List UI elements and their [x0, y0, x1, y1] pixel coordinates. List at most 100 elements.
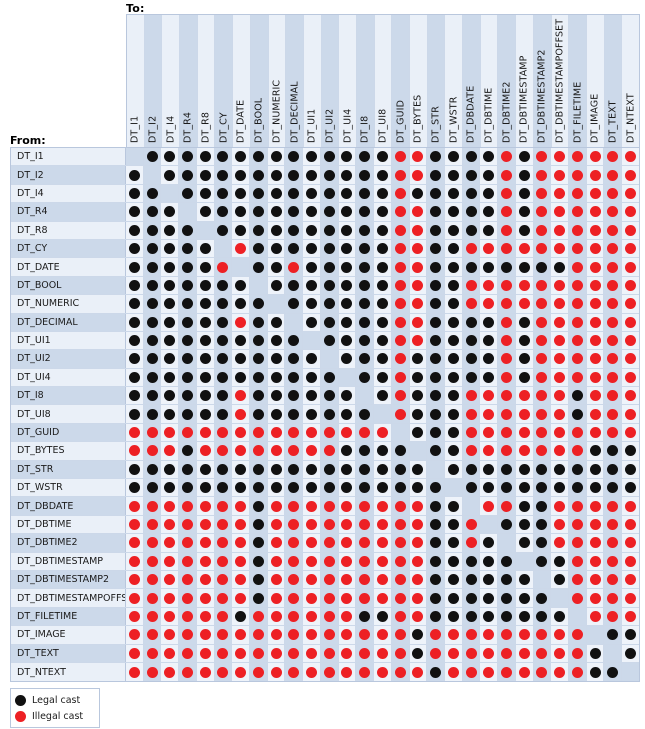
cell-illegal-cast[interactable] [568, 313, 587, 331]
cell-illegal-cast[interactable] [622, 607, 639, 626]
cell-illegal-cast[interactable] [533, 405, 552, 423]
cell-illegal-cast[interactable] [604, 203, 623, 221]
cell-legal-cast[interactable] [126, 479, 144, 497]
cell-illegal-cast[interactable] [232, 570, 251, 589]
cell-same-type[interactable] [143, 166, 162, 184]
cell-illegal-cast[interactable] [586, 221, 605, 239]
row-header-dt-dbdate[interactable]: DT_DBDATE [11, 497, 126, 515]
cell-legal-cast[interactable] [498, 258, 516, 276]
cell-illegal-cast[interactable] [267, 497, 286, 515]
cell-legal-cast[interactable] [498, 460, 516, 479]
cell-illegal-cast[interactable] [303, 662, 321, 682]
cell-illegal-cast[interactable] [622, 350, 639, 368]
cell-legal-cast[interactable] [143, 258, 162, 276]
cell-illegal-cast[interactable] [568, 662, 587, 682]
cell-illegal-cast[interactable] [303, 534, 321, 552]
cell-illegal-cast[interactable] [622, 331, 639, 350]
cell-legal-cast[interactable] [356, 331, 375, 350]
cell-legal-cast[interactable] [356, 258, 375, 276]
cell-legal-cast[interactable] [143, 239, 162, 258]
cell-legal-cast[interactable] [126, 350, 144, 368]
cell-illegal-cast[interactable] [250, 607, 268, 626]
cell-legal-cast[interactable] [285, 276, 304, 295]
cell-illegal-cast[interactable] [374, 515, 392, 534]
cell-legal-cast[interactable] [374, 350, 392, 368]
cell-legal-cast[interactable] [232, 221, 251, 239]
cell-legal-cast[interactable] [409, 387, 428, 405]
cell-illegal-cast[interactable] [551, 350, 569, 368]
cell-illegal-cast[interactable] [320, 442, 339, 460]
cell-legal-cast[interactable] [250, 295, 268, 313]
cell-same-type[interactable] [214, 239, 233, 258]
cell-legal-cast[interactable] [515, 184, 534, 203]
cell-legal-cast[interactable] [444, 552, 463, 570]
cell-illegal-cast[interactable] [338, 607, 357, 626]
cell-legal-cast[interactable] [196, 350, 215, 368]
cell-legal-cast[interactable] [303, 166, 321, 184]
cell-legal-cast[interactable] [232, 203, 251, 221]
row-header-dt-date[interactable]: DT_DATE [11, 258, 126, 276]
cell-legal-cast[interactable] [444, 313, 463, 331]
cell-illegal-cast[interactable] [161, 497, 180, 515]
cell-legal-cast[interactable] [267, 350, 286, 368]
cell-illegal-cast[interactable] [586, 184, 605, 203]
row-header-dt-decimal[interactable]: DT_DECIMAL [11, 313, 126, 331]
cell-legal-cast[interactable] [533, 589, 552, 607]
column-header-dt-i1[interactable]: DT_I1 [127, 15, 145, 147]
cell-legal-cast[interactable] [232, 166, 251, 184]
cell-legal-cast[interactable] [250, 258, 268, 276]
cell-illegal-cast[interactable] [604, 258, 623, 276]
cell-legal-cast[interactable] [427, 203, 445, 221]
cell-illegal-cast[interactable] [568, 552, 587, 570]
cell-legal-cast[interactable] [250, 313, 268, 331]
cell-legal-cast[interactable] [303, 221, 321, 239]
cell-legal-cast[interactable] [303, 405, 321, 423]
cell-legal-cast[interactable] [462, 221, 481, 239]
cell-illegal-cast[interactable] [161, 515, 180, 534]
cell-illegal-cast[interactable] [604, 221, 623, 239]
cell-legal-cast[interactable] [143, 405, 162, 423]
cell-illegal-cast[interactable] [126, 607, 144, 626]
cell-legal-cast[interactable] [374, 313, 392, 331]
cell-legal-cast[interactable] [374, 148, 392, 166]
cell-legal-cast[interactable] [444, 203, 463, 221]
cell-legal-cast[interactable] [285, 221, 304, 239]
cell-illegal-cast[interactable] [586, 258, 605, 276]
cell-legal-cast[interactable] [356, 203, 375, 221]
cell-legal-cast[interactable] [250, 479, 268, 497]
cell-illegal-cast[interactable] [498, 276, 516, 295]
cell-illegal-cast[interactable] [586, 166, 605, 184]
cell-legal-cast[interactable] [409, 626, 428, 644]
cell-legal-cast[interactable] [303, 387, 321, 405]
cell-legal-cast[interactable] [374, 295, 392, 313]
cell-illegal-cast[interactable] [568, 148, 587, 166]
column-header-dt-image[interactable]: DT_IMAGE [586, 15, 605, 147]
cell-illegal-cast[interactable] [161, 644, 180, 662]
cell-legal-cast[interactable] [250, 497, 268, 515]
cell-legal-cast[interactable] [427, 515, 445, 534]
row-header-dt-text[interactable]: DT_TEXT [11, 644, 126, 662]
cell-illegal-cast[interactable] [533, 662, 552, 682]
cell-legal-cast[interactable] [338, 442, 357, 460]
cell-legal-cast[interactable] [391, 479, 410, 497]
cell-illegal-cast[interactable] [515, 626, 534, 644]
row-header-dt-ntext[interactable]: DT_NTEXT [11, 662, 126, 682]
cell-illegal-cast[interactable] [604, 368, 623, 387]
cell-legal-cast[interactable] [444, 387, 463, 405]
cell-legal-cast[interactable] [356, 184, 375, 203]
cell-legal-cast[interactable] [196, 239, 215, 258]
cell-illegal-cast[interactable] [214, 442, 233, 460]
cell-illegal-cast[interactable] [604, 148, 623, 166]
cell-legal-cast[interactable] [551, 552, 569, 570]
cell-legal-cast[interactable] [161, 460, 180, 479]
cell-legal-cast[interactable] [374, 368, 392, 387]
cell-illegal-cast[interactable] [161, 662, 180, 682]
cell-illegal-cast[interactable] [568, 534, 587, 552]
cell-illegal-cast[interactable] [462, 276, 481, 295]
cell-legal-cast[interactable] [250, 239, 268, 258]
cell-legal-cast[interactable] [250, 589, 268, 607]
cell-illegal-cast[interactable] [586, 570, 605, 589]
row-header-dt-bytes[interactable]: DT_BYTES [11, 442, 126, 460]
cell-illegal-cast[interactable] [126, 662, 144, 682]
cell-same-type[interactable] [250, 276, 268, 295]
